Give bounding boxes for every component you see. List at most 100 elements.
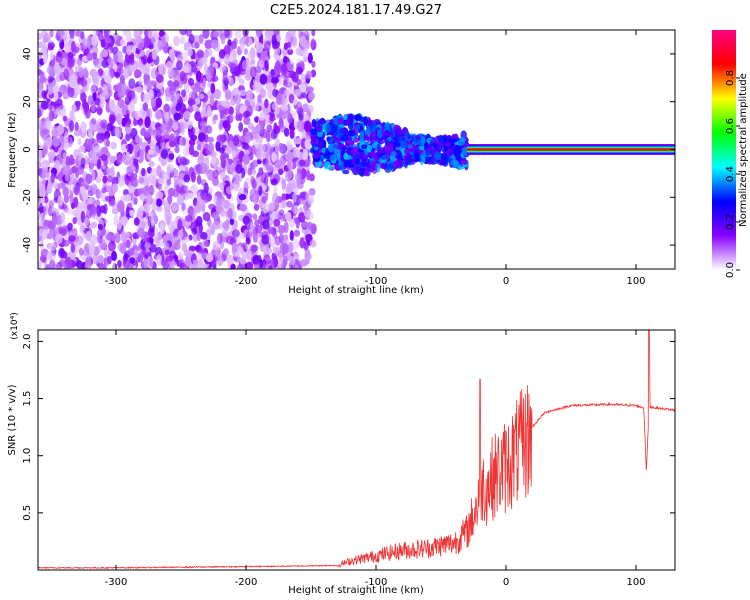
spectrogram-noise-cell [263, 40, 271, 52]
spectrogram-noise-cell [106, 139, 111, 147]
spectrogram-noise-cell [59, 212, 66, 223]
spectrogram-signal-cell [355, 158, 360, 165]
spectrogram-noise-cell [266, 124, 273, 132]
spectrogram-noise-cell [66, 62, 74, 69]
spectrogram-noise-cell [116, 154, 123, 165]
spectrogram-noise-cell [133, 69, 142, 79]
spectrogram-noise-cell [151, 49, 158, 61]
spectrogram-noise-cell [227, 208, 233, 219]
spectrogram-noise-cell [140, 220, 146, 230]
spectrogram-signal-cell [348, 140, 355, 146]
spectrogram-noise-cell [155, 110, 164, 120]
spectrogram-noise-cell [273, 255, 279, 268]
snr-multiplier-label: (x10⁴) [10, 312, 20, 339]
spectrogram-noise-cell [148, 174, 156, 185]
spectrogram-noise-cell [201, 56, 208, 65]
spectrogram-noise-cell [55, 107, 62, 116]
spectrogram-noise-cell [102, 175, 108, 184]
spectrogram-noise-cell [183, 249, 191, 257]
spectrogram-noise-cell [241, 59, 248, 70]
spectrogram-noise-cell [293, 229, 300, 237]
y-tick-label: -40 [22, 237, 33, 253]
spectrogram-noise-cell [60, 227, 67, 237]
spectrogram-noise-cell [69, 74, 78, 87]
spectrogram-noise-cell [190, 184, 199, 196]
spectrogram-noise-cell [164, 242, 170, 250]
spectrogram-noise-cell [224, 89, 232, 101]
spectrogram-noise-cell [214, 249, 222, 257]
spectrogram-noise-cell [296, 175, 301, 187]
spectrogram-noise-cell [255, 30, 262, 38]
spectrogram-noise-cell [264, 34, 273, 42]
y-tick-label: 20 [22, 95, 33, 108]
spectrogram-noise-cell [308, 189, 316, 197]
spectrogram-noise-cell [252, 194, 258, 205]
spectrogram-noise-cell [143, 258, 148, 269]
spectrogram-noise-cell [110, 141, 117, 150]
spectrogram-noise-cell [148, 185, 154, 193]
spectrogram-signal-cell [443, 145, 448, 152]
spectrogram-noise-cell [46, 251, 53, 261]
spectrogram-noise-cell [105, 233, 114, 241]
spectrogram-noise-cell [238, 89, 247, 96]
spectrogram-noise-cell [188, 34, 195, 44]
spectrogram-noise-cell [47, 75, 53, 84]
spectrogram-noise-cell [86, 53, 94, 61]
spectrogram-noise-cell [125, 151, 131, 162]
spectrogram-noise-cell [281, 193, 287, 201]
spectrogram-signal-cell [369, 122, 377, 132]
chart-title: C2E5.2024.181.17.49.G27 [270, 3, 442, 18]
spectrogram-noise-cell [65, 46, 70, 54]
snr-x-axis-label: Height of straight line (km) [288, 585, 424, 596]
spectrogram-noise-cell [202, 211, 211, 222]
spectrogram-noise-cell [129, 209, 135, 217]
spectrogram-signal-cell [346, 117, 354, 125]
spectrogram-noise-cell [128, 185, 135, 194]
spectrogram-noise-cell [219, 110, 225, 119]
spectrogram-noise-cell [284, 34, 291, 44]
spectrogram-noise-cell [56, 50, 62, 58]
spectrogram-noise-cell [285, 150, 294, 163]
spectrogram-noise-cell [138, 30, 144, 36]
spectrogram-noise-cell [258, 59, 265, 69]
spectrogram-noise-cell [49, 50, 54, 61]
spectrogram-noise-cell [225, 186, 233, 195]
spectrogram-noise-cell [57, 124, 65, 135]
spectrogram-noise-cell [138, 78, 143, 87]
spectrogram-noise-cell [188, 77, 194, 87]
spectrogram-noise-cell [43, 196, 49, 204]
spectrogram-signal-cell [391, 150, 397, 157]
spectrogram-noise-cell [156, 126, 162, 138]
spectrogram-noise-cell [44, 219, 52, 227]
spectrogram-noise-cell [100, 154, 108, 162]
snr-panel: -300 -200 -100 0 100 0.5 1.0 1.5 2.0 Height of … [7, 312, 676, 596]
spectrogram-noise-cell [113, 53, 119, 65]
spectrogram-noise-cell [125, 132, 131, 142]
spectrogram-noise-cell [179, 70, 186, 82]
spectrogram-noise-cell [81, 37, 89, 50]
spectrogram-noise-cell [76, 103, 81, 111]
spectrogram-noise-cell [160, 159, 167, 167]
spectrogram-noise-cell [252, 213, 258, 221]
spectrogram-noise-cell [258, 185, 263, 197]
spectrogram-noise-cell [270, 178, 278, 186]
spectrogram-noise-cell [105, 167, 112, 174]
spectrogram-noise-cell [285, 140, 292, 150]
colorbar-tick-label: 0.4 [725, 166, 736, 182]
spectrogram-noise-cell [96, 134, 105, 144]
snr-y-axis-label: SNR (10 * v/v) [7, 384, 18, 455]
spectrogram-noise-cell [307, 196, 315, 205]
spectrogram-signal-cell [359, 130, 364, 140]
spectrogram-noise-cell [266, 247, 273, 254]
spectrogram-noise-cell [38, 228, 44, 237]
spectrogram-noise-cell [222, 69, 228, 81]
spectrogram-noise-cell [283, 55, 288, 64]
spectrogram-noise-cell [138, 149, 144, 157]
spectrogram-noise-cell [79, 200, 87, 212]
spectrogram-noise-cell [94, 72, 101, 83]
spectrogram-noise-cell [253, 130, 259, 141]
spectrogram-signal-cell [357, 148, 364, 153]
spectrogram-noise-cell [114, 71, 121, 79]
spectrogram-noise-cell [210, 156, 217, 166]
spectrogram-noise-cell [232, 229, 240, 238]
